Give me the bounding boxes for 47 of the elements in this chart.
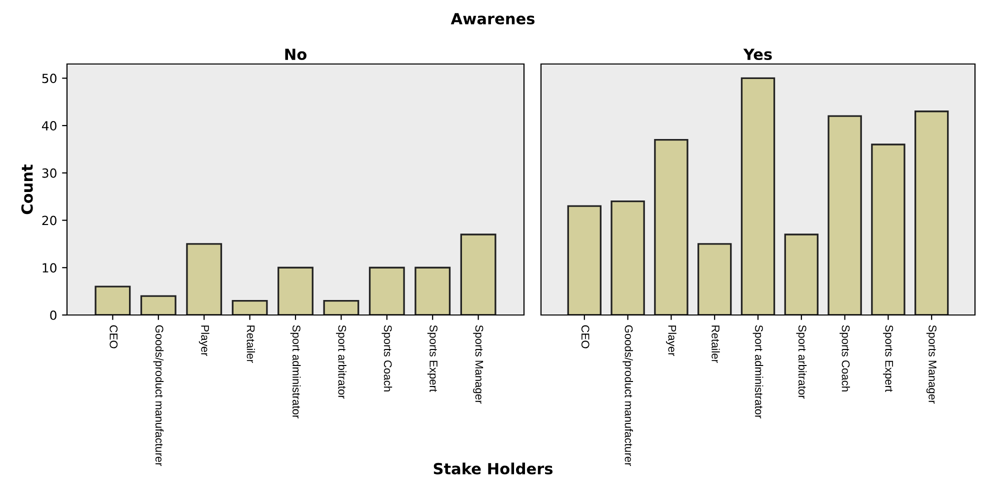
bar: [323, 300, 360, 315]
x-tick-label: Goods/product manufacturer: [622, 325, 633, 466]
x-tick-label: Sports Manager: [926, 325, 936, 404]
y-tick-label: 20: [42, 216, 56, 226]
bar: [186, 243, 222, 315]
y-tick-label: 40: [42, 121, 56, 130]
y-axis-title: Count: [21, 164, 33, 214]
x-tick-label: Player: [666, 326, 676, 356]
y-tick-label: 10: [42, 263, 56, 273]
x-tick-label: Sport administrator: [290, 325, 301, 418]
x-tick-label: Retailer: [246, 326, 255, 363]
x-tick-label: CEO: [110, 325, 118, 348]
x-tick-label: Sports Coach: [840, 325, 850, 392]
x-tick-label: Sports Expert: [427, 325, 438, 392]
x-tick-label: Goods/product manufacturer: [153, 325, 164, 466]
chart-title: Awarenes: [450, 13, 535, 24]
y-tick-label: 50: [42, 74, 56, 84]
x-tick-label: Sports Coach: [382, 325, 392, 392]
x-axis-title: Stake Holders: [434, 462, 553, 474]
bar: [914, 110, 949, 315]
chart-subtitle: Yes: [743, 48, 772, 60]
bar: [871, 144, 906, 315]
bar: [784, 234, 819, 315]
bar: [232, 300, 268, 315]
bar: [654, 138, 688, 315]
bar: [278, 266, 314, 315]
bar: [828, 115, 862, 315]
bar: [368, 266, 405, 315]
x-tick-label: Sports Expert: [883, 325, 894, 392]
bar: [567, 205, 602, 315]
y-tick-label: 30: [42, 168, 56, 178]
bar: [740, 77, 776, 315]
bar: [94, 286, 131, 315]
bar: [414, 266, 451, 315]
bar: [610, 200, 645, 315]
x-tick-label: Retailer: [712, 326, 720, 363]
x-tick-label: CEO: [581, 325, 590, 348]
chart-subtitle: No: [285, 48, 306, 60]
y-tick-label: 0: [50, 310, 56, 320]
x-tick-label: Sport arbitrator: [336, 325, 346, 399]
bar: [140, 295, 176, 315]
x-tick-label: Sport administrator: [752, 325, 764, 418]
bar: [697, 243, 732, 315]
x-tick-label: Player: [198, 326, 210, 356]
x-tick-label: Sports Manager: [473, 325, 484, 404]
bar: [460, 234, 496, 315]
x-tick-label: Sport arbitrator: [796, 325, 807, 399]
